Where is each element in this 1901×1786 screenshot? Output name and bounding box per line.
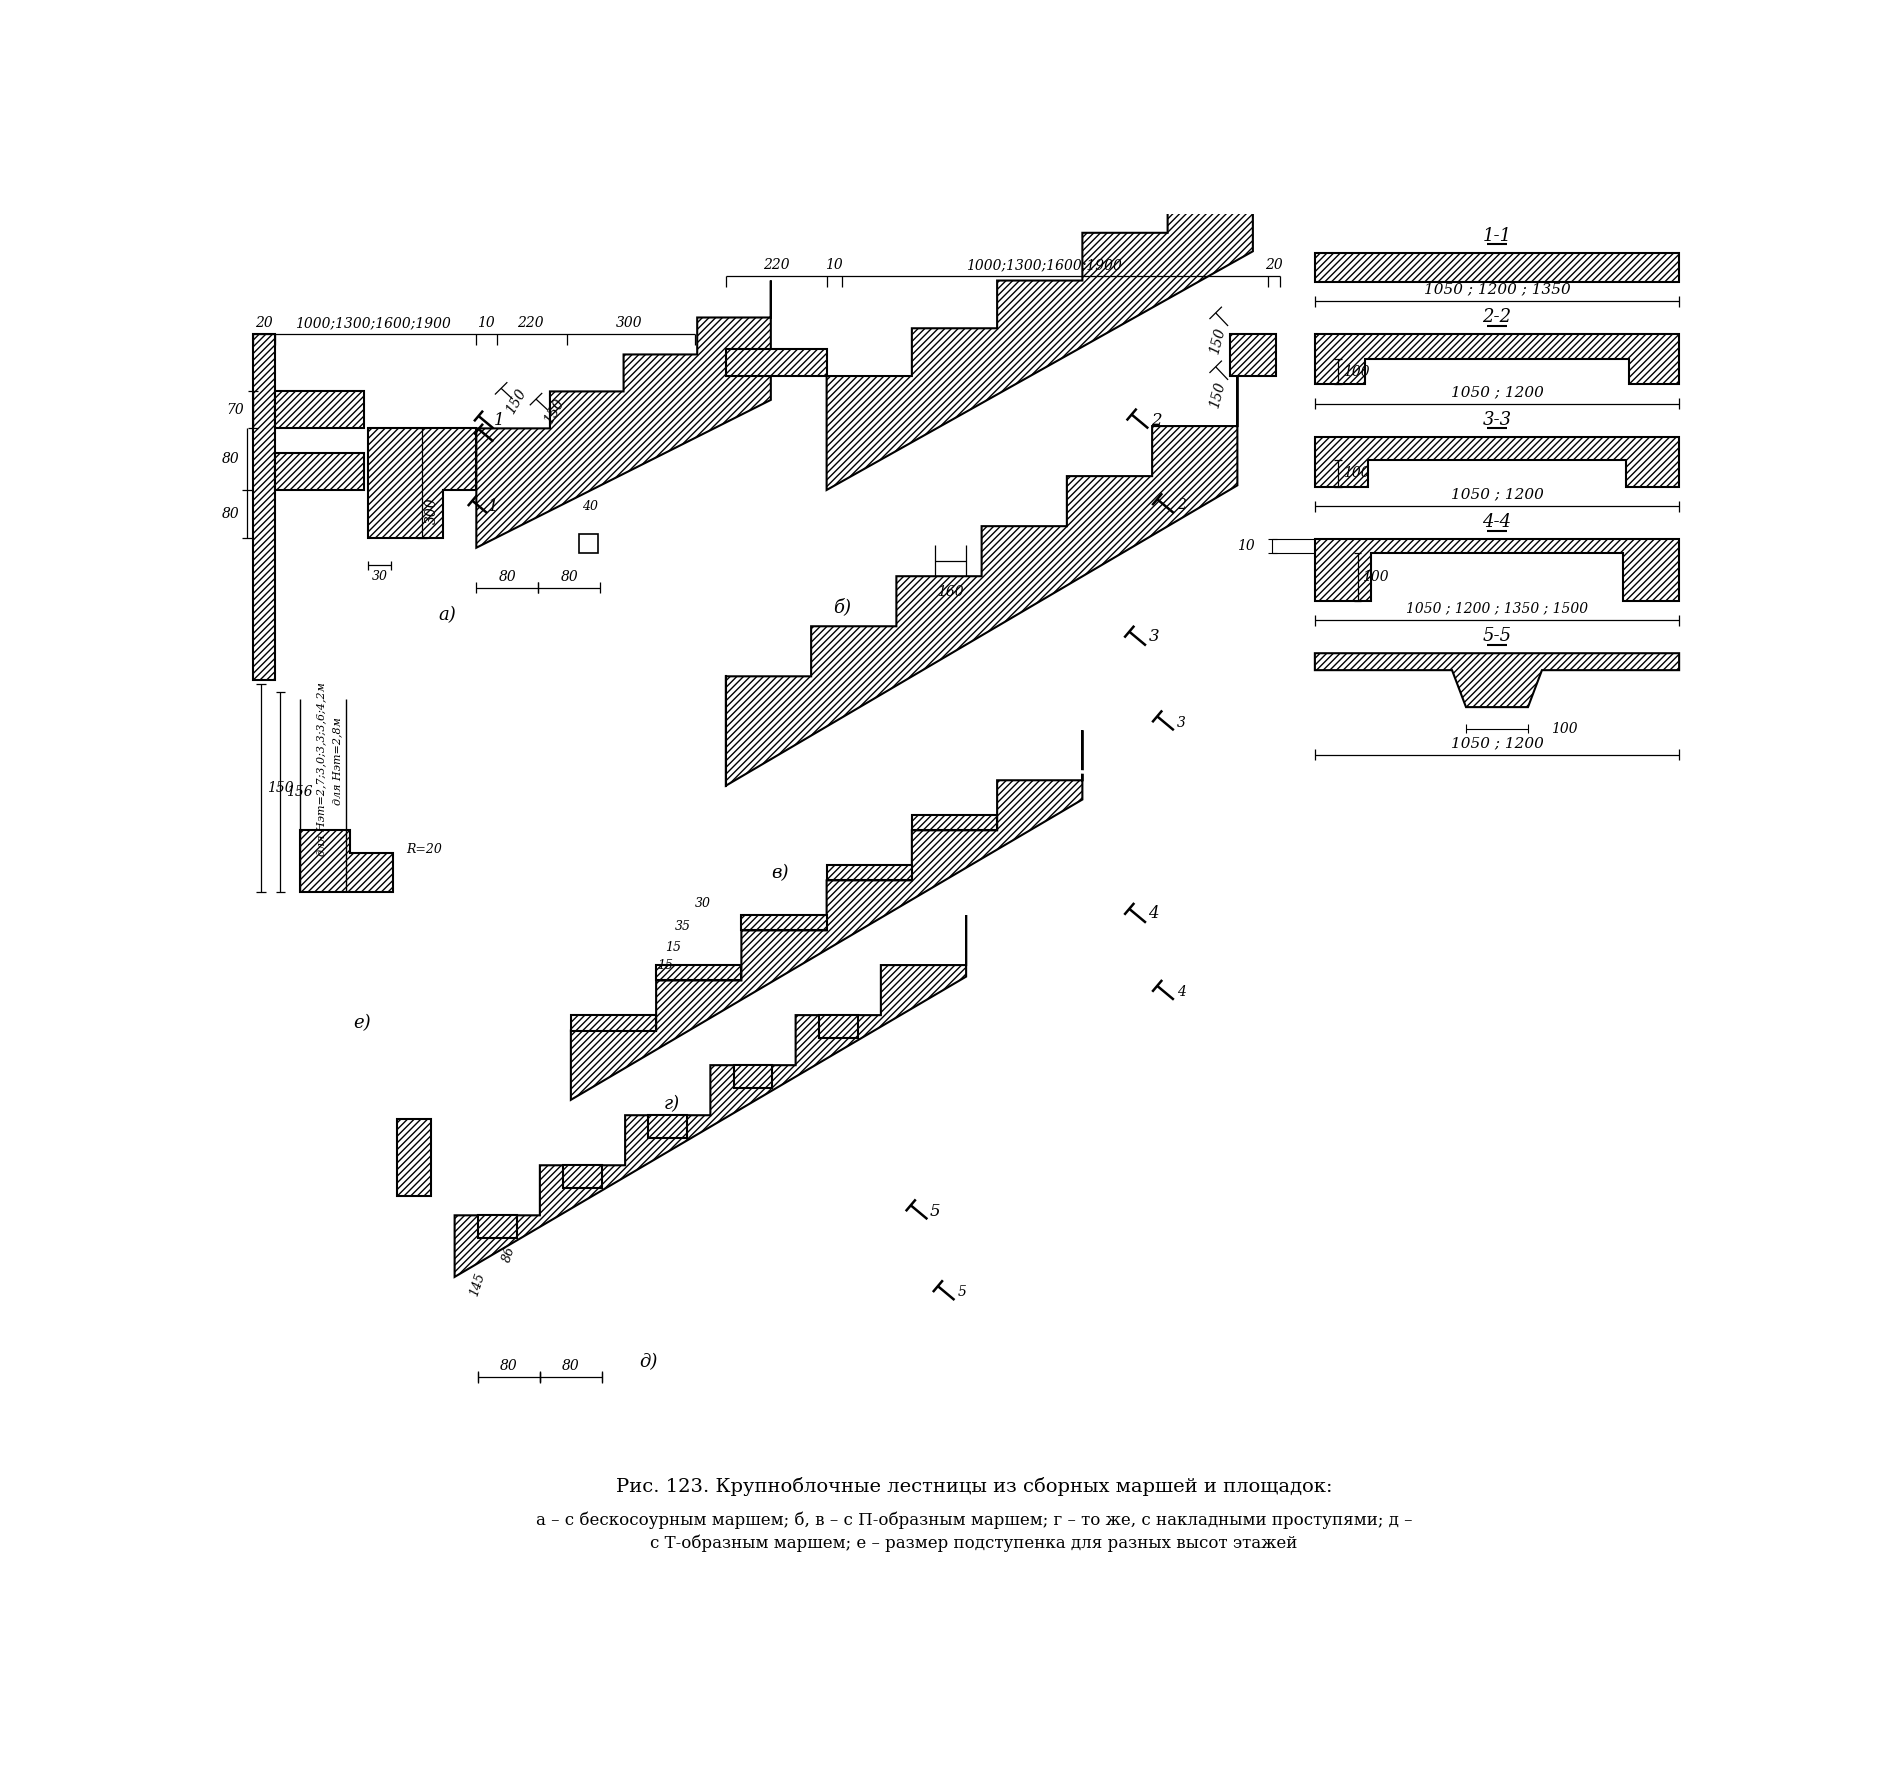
Text: г): г): [663, 1095, 681, 1113]
Polygon shape: [656, 964, 741, 981]
Polygon shape: [563, 1164, 603, 1188]
Polygon shape: [1315, 539, 1679, 600]
Text: 70: 70: [226, 404, 243, 416]
Text: с Т-образным маршем; е – размер подступенка для разных высот этажей: с Т-образным маршем; е – размер подступе…: [650, 1534, 1298, 1552]
Polygon shape: [367, 429, 477, 538]
Text: 5-5: 5-5: [1483, 627, 1511, 645]
Text: Рис. 123. Крупноблочные лестницы из сборных маршей и площадок:: Рис. 123. Крупноблочные лестницы из сбор…: [616, 1477, 1333, 1497]
Polygon shape: [912, 814, 998, 830]
Text: 20: 20: [1264, 259, 1283, 271]
Text: 220: 220: [517, 316, 544, 330]
Text: 1050 ; 1200: 1050 ; 1200: [1450, 386, 1544, 400]
Text: а): а): [437, 605, 456, 623]
Polygon shape: [726, 377, 1238, 786]
Polygon shape: [477, 1214, 517, 1238]
Text: 300: 300: [616, 316, 643, 330]
Text: 80: 80: [561, 570, 578, 584]
Text: 1050 ; 1200: 1050 ; 1200: [1450, 736, 1544, 750]
Polygon shape: [570, 730, 1082, 1100]
Text: для Нэт=2,7;3,0;3,3;3,6;4,2м: для Нэт=2,7;3,0;3,3;3,6;4,2м: [316, 682, 327, 855]
Text: 4: 4: [1177, 986, 1186, 998]
Text: R=20: R=20: [407, 843, 443, 855]
Polygon shape: [726, 348, 827, 377]
Text: 4-4: 4-4: [1483, 513, 1511, 530]
Polygon shape: [827, 138, 1253, 489]
Polygon shape: [1315, 334, 1679, 384]
Text: 220: 220: [762, 259, 789, 271]
Text: 1: 1: [494, 413, 506, 429]
Polygon shape: [1315, 254, 1679, 282]
Text: д): д): [639, 1352, 658, 1370]
Polygon shape: [1230, 334, 1276, 377]
Polygon shape: [276, 391, 363, 429]
Text: 10: 10: [477, 316, 496, 330]
Text: 1000;1300;1600;1900: 1000;1300;1600;1900: [295, 316, 451, 330]
Polygon shape: [1315, 438, 1679, 488]
Text: 3: 3: [1148, 629, 1160, 645]
Polygon shape: [734, 1064, 772, 1088]
Text: 5: 5: [930, 1204, 941, 1220]
Text: 4: 4: [1148, 906, 1160, 922]
Text: 300: 300: [424, 498, 439, 523]
Text: 1: 1: [489, 498, 498, 516]
Polygon shape: [819, 1014, 857, 1038]
Text: 30: 30: [371, 570, 388, 582]
Polygon shape: [570, 1014, 656, 1031]
Text: 80: 80: [500, 1359, 517, 1373]
Text: 160: 160: [937, 584, 964, 598]
Text: 1050 ; 1200 ; 1350: 1050 ; 1200 ; 1350: [1424, 282, 1570, 296]
Polygon shape: [454, 914, 966, 1277]
Text: 3: 3: [1177, 716, 1186, 729]
Text: 1050 ; 1200: 1050 ; 1200: [1450, 488, 1544, 502]
Polygon shape: [648, 1114, 686, 1138]
Text: 2-2: 2-2: [1483, 309, 1511, 327]
Text: 3-3: 3-3: [1483, 411, 1511, 429]
Text: 150: 150: [266, 780, 293, 795]
Text: 1-1: 1-1: [1483, 227, 1511, 245]
Text: 145: 145: [468, 1272, 489, 1298]
Text: 156: 156: [287, 784, 314, 798]
Polygon shape: [477, 280, 770, 548]
Text: 80: 80: [221, 452, 240, 466]
Polygon shape: [827, 864, 912, 880]
Text: 80: 80: [221, 507, 240, 522]
Polygon shape: [741, 914, 827, 931]
Text: 100: 100: [1342, 364, 1369, 379]
Polygon shape: [397, 1120, 432, 1197]
Text: 5: 5: [958, 1286, 968, 1300]
Text: 20: 20: [255, 316, 274, 330]
Text: 100: 100: [1551, 722, 1578, 736]
Text: для Нэт=2,8м: для Нэт=2,8м: [333, 718, 342, 805]
Text: е): е): [354, 1014, 371, 1032]
Text: 15: 15: [665, 941, 681, 954]
Polygon shape: [253, 334, 276, 680]
Text: 150: 150: [1207, 380, 1228, 411]
Text: 100: 100: [1342, 466, 1369, 480]
Text: 35: 35: [675, 920, 692, 932]
Polygon shape: [300, 830, 394, 891]
Text: в): в): [772, 864, 789, 882]
Text: 2: 2: [1150, 413, 1162, 429]
Text: 2: 2: [1177, 498, 1186, 513]
Text: б): б): [833, 598, 852, 616]
Text: 80: 80: [498, 570, 517, 584]
Text: 150: 150: [504, 386, 528, 416]
Text: 80: 80: [563, 1359, 580, 1373]
Text: 40: 40: [582, 500, 599, 513]
Text: 100: 100: [1363, 570, 1390, 584]
Polygon shape: [276, 454, 363, 489]
Text: 1000;1300;1600;1900: 1000;1300;1600;1900: [966, 259, 1122, 271]
Text: 150: 150: [1207, 327, 1228, 355]
Text: 86: 86: [500, 1245, 517, 1263]
Text: 10: 10: [1238, 539, 1255, 554]
Text: а – с бескосоурным маршем; б, в – с П-образным маршем; г – то же, с накладными п: а – с бескосоурным маршем; б, в – с П-об…: [536, 1511, 1412, 1529]
Text: 15: 15: [658, 959, 673, 972]
Polygon shape: [1315, 654, 1679, 707]
Text: 150: 150: [542, 396, 566, 427]
Text: 30: 30: [694, 897, 711, 911]
Text: 1050 ; 1200 ; 1350 ; 1500: 1050 ; 1200 ; 1350 ; 1500: [1407, 602, 1587, 616]
Text: 10: 10: [825, 259, 844, 271]
